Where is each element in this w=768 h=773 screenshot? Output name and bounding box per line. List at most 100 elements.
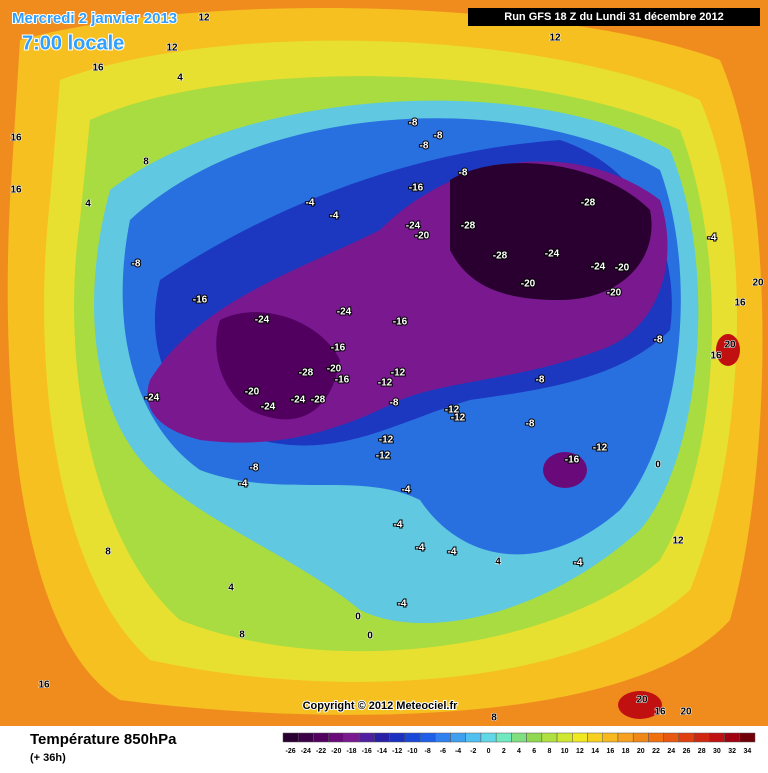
- run-box: [468, 8, 760, 26]
- contour-label: 12: [166, 43, 178, 54]
- contour-label: -16: [331, 343, 346, 354]
- legend-swatch: [724, 732, 741, 743]
- contour-label: 16: [38, 680, 50, 691]
- contour-label: -24: [337, 307, 352, 318]
- map-date: Mercredi 2 janvier 2013: [12, 10, 177, 27]
- contour-label: -12: [379, 435, 394, 446]
- contour-label: 16: [92, 63, 104, 74]
- legend-swatch: [511, 732, 527, 743]
- contour-label: -16: [565, 455, 580, 466]
- legend-tick-label: -22: [316, 748, 326, 755]
- legend-swatch: [374, 732, 390, 743]
- legend-tick-label: 14: [591, 748, 599, 755]
- legend-tick-label: 4: [517, 748, 521, 755]
- contour-label: 12: [549, 33, 561, 44]
- legend-swatch: [632, 732, 649, 743]
- legend-swatch: [419, 732, 436, 743]
- contour-label: -16: [409, 183, 424, 194]
- contour-label: -20: [327, 364, 342, 375]
- contour-label: 8: [143, 157, 149, 168]
- legend-swatch: [739, 732, 756, 743]
- legend-swatch: [297, 732, 314, 743]
- contour-label: -8: [390, 398, 399, 409]
- legend-swatch: [556, 732, 573, 743]
- contour-label: -8: [132, 259, 141, 270]
- legend-tick-label: 18: [622, 748, 630, 755]
- contour-label: 8: [239, 630, 245, 641]
- legend-tick-label: 10: [561, 748, 569, 755]
- contour-label: -8: [420, 141, 429, 152]
- legend-swatch: [617, 732, 634, 743]
- contour-label: 4: [85, 199, 91, 210]
- legend-tick-label: -18: [346, 748, 356, 755]
- contour-label: -8: [409, 118, 418, 129]
- legend-swatch: [572, 732, 588, 743]
- legend-tick-label: -12: [392, 748, 402, 755]
- legend-tick-label: 16: [606, 748, 614, 755]
- contour-label: 16: [10, 133, 22, 144]
- legend-swatch: [435, 732, 451, 743]
- contour-label: 12: [198, 13, 210, 24]
- legend-swatch: [389, 732, 406, 743]
- legend-tick-label: -16: [362, 748, 372, 755]
- legend-swatch: [404, 732, 421, 743]
- color-legend: -26 -24 -22 -20 -18 -16 -14 -12 -10 -8 -6 -4 -2 0 2 4 6 8…: [282, 732, 756, 755]
- contour-label: -24: [255, 315, 270, 326]
- contour-label: 0: [367, 631, 373, 642]
- contour-label: 20: [752, 278, 764, 289]
- contour-label: 16: [710, 351, 722, 362]
- contour-label: 16: [654, 707, 666, 718]
- contour-label: -28: [311, 395, 326, 406]
- contour-label: -4: [448, 547, 457, 558]
- contour-label: -16: [393, 317, 408, 328]
- legend-swatch: [313, 732, 329, 743]
- contour-label: 0: [655, 460, 661, 471]
- contour-label: -28: [299, 368, 314, 379]
- contour-label: 8: [105, 547, 111, 558]
- map-time: 7:00 locale: [22, 32, 124, 54]
- contour-label: -4: [398, 599, 407, 610]
- legend-swatch: [693, 732, 710, 743]
- contour-label: -8: [526, 419, 535, 430]
- legend-swatch: [495, 732, 512, 743]
- contour-label: -20: [521, 279, 536, 290]
- legend-tick-label: -6: [440, 748, 446, 755]
- legend-tick-label: -8: [425, 748, 431, 755]
- footer: Température 850hPa (+ 36h): [30, 731, 177, 764]
- legend-tick-label: 24: [667, 748, 675, 755]
- footer-lead: (+ 36h): [30, 752, 66, 764]
- contour-label: -12: [593, 443, 608, 454]
- contour-label: 8: [491, 713, 497, 724]
- legend-tick-label: -4: [455, 748, 461, 755]
- contour-label: 4: [495, 557, 501, 568]
- contour-label: -20: [415, 231, 430, 242]
- contour-label: -8: [536, 375, 545, 386]
- contour-label: -4: [416, 543, 425, 554]
- legend-tick-label: -20: [331, 748, 341, 755]
- legend-swatch: [343, 732, 360, 743]
- legend-tick-label: 30: [713, 748, 721, 755]
- contour-label: -12: [391, 368, 406, 379]
- legend-tick-label: 2: [502, 748, 506, 755]
- legend-tick-label: 34: [743, 748, 751, 755]
- contour-label: 0: [355, 612, 361, 623]
- contour-label: -28: [461, 221, 476, 232]
- contour-label: -4: [306, 198, 315, 209]
- contour-label: -4: [330, 211, 339, 222]
- legend-tick-label: -2: [470, 748, 476, 755]
- legend-swatch: [328, 732, 345, 743]
- contour-label: -4: [394, 520, 403, 531]
- legend-tick-label: 26: [683, 748, 691, 755]
- legend-swatch: [648, 732, 664, 743]
- contour-label: 12: [672, 536, 684, 547]
- contour-label: -4: [574, 558, 583, 569]
- contour-label: 20: [636, 695, 648, 706]
- legend-swatch: [678, 732, 695, 743]
- legend-swatch: [587, 732, 603, 743]
- contour-label: -28: [493, 251, 508, 262]
- legend-swatch: [358, 732, 375, 743]
- legend-tick-label: -26: [286, 748, 296, 755]
- run-label: Run GFS 18 Z du Lundi 31 décembre 2012: [504, 11, 723, 23]
- legend-swatch: [282, 732, 299, 743]
- contour-label: -28: [581, 198, 596, 209]
